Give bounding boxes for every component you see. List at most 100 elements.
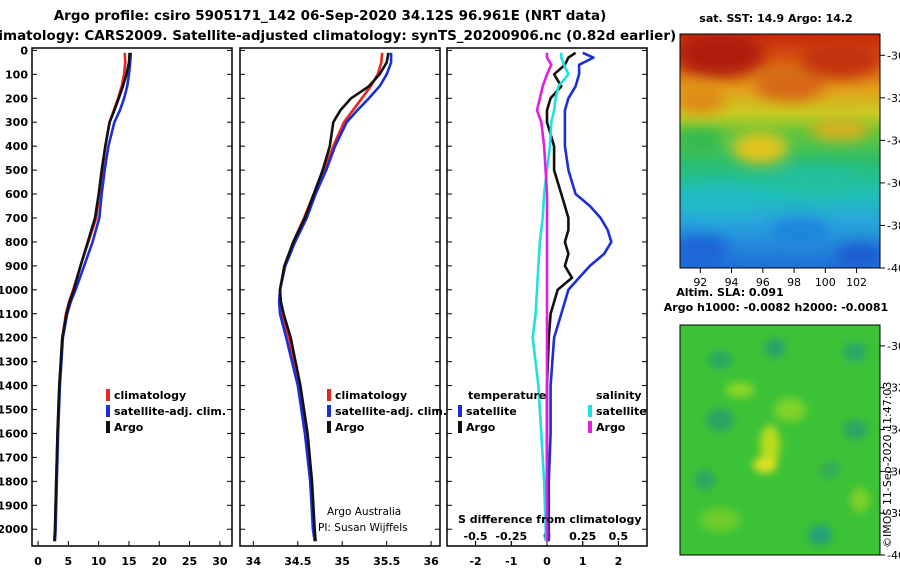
figure-title-line2: Climatology: CARS2009. Satellite-adjuste… bbox=[0, 28, 676, 44]
lon-tick-label: 100 bbox=[815, 276, 836, 289]
series-line-argo bbox=[278, 52, 390, 542]
sla-map-title: Altim. SLA: 0.091 bbox=[676, 286, 783, 299]
s-difference-label: S difference from climatology bbox=[458, 513, 642, 526]
depth-tick-label: 900 bbox=[5, 260, 28, 273]
lat-tick-label: -40 bbox=[887, 549, 900, 562]
legend-label-temp-satellite: satellite bbox=[466, 405, 517, 418]
series-line-temperature-satellite bbox=[547, 51, 613, 542]
legend-swatch-argo bbox=[106, 421, 110, 433]
legend-swatch-satellite-adj bbox=[106, 405, 110, 417]
legend-swatch-climatology bbox=[106, 389, 110, 401]
depth-tick-label: 1400 bbox=[0, 380, 28, 393]
depth-tick-label: 1200 bbox=[0, 332, 28, 345]
depth-axis: 0 100 200 300 400 500 600 700 800 900 1000 1100 1200… bbox=[0, 44, 647, 536]
lon-tick-label: 98 bbox=[787, 276, 801, 289]
x-tick-label: 36 bbox=[423, 555, 439, 568]
lon-tick-label: 94 bbox=[725, 276, 739, 289]
depth-tick-label: 1300 bbox=[0, 356, 28, 369]
series-line-salinity-argo bbox=[535, 52, 553, 542]
temperature-legend: climatology satellite-adj. clim. Argo bbox=[106, 389, 226, 434]
argo-australia-note: Argo Australia bbox=[327, 506, 401, 518]
depth-tick-label: 1100 bbox=[0, 308, 28, 321]
sst-longitude-axis: 92 94 96 98 100 102 bbox=[693, 268, 867, 289]
depth-tick-label: 1800 bbox=[0, 475, 28, 488]
depth-tick-label: 1900 bbox=[0, 499, 28, 512]
legend-swatch-argo bbox=[327, 421, 331, 433]
depth-tick-label: 800 bbox=[5, 236, 28, 249]
sla-map-image bbox=[680, 325, 880, 555]
depth-tick-label: 100 bbox=[5, 68, 28, 81]
lat-tick-label: -34 bbox=[887, 424, 900, 437]
x-tick-label: 0.5 bbox=[609, 530, 629, 543]
x-tick-label: 15 bbox=[121, 555, 136, 568]
x-tick-label: 10 bbox=[91, 555, 107, 568]
depth-tick-label: 0 bbox=[20, 44, 28, 57]
sst-map-image bbox=[680, 34, 880, 268]
sst-map-frame bbox=[679, 33, 881, 269]
lat-tick-label: -36 bbox=[887, 177, 900, 190]
depth-tick-label: 400 bbox=[5, 140, 28, 153]
difference-series-group bbox=[531, 51, 613, 542]
legend-swatch-climatology bbox=[327, 389, 331, 401]
series-line-satellite-adj-clim- bbox=[53, 52, 133, 542]
temperature-panel-frame bbox=[31, 47, 233, 547]
salinity-panel-frame bbox=[239, 47, 441, 547]
lat-tick-label: -38 bbox=[887, 219, 900, 232]
x-tick-label: 20 bbox=[152, 555, 168, 568]
legend-swatch-temp-satellite bbox=[458, 405, 462, 417]
legend-swatch-temp-argo bbox=[458, 421, 462, 433]
legend-swatch-sal-satellite bbox=[588, 405, 592, 417]
lon-tick-label: 96 bbox=[756, 276, 770, 289]
lat-tick-label: -30 bbox=[887, 49, 900, 62]
depth-tick-label: 200 bbox=[5, 92, 28, 105]
depth-tick-label: 1500 bbox=[0, 404, 28, 417]
temperature-x-axis: 0 5 10 15 20 25 30 bbox=[34, 541, 228, 568]
legend-header-salinity: salinity bbox=[596, 389, 642, 402]
lat-tick-label: -40 bbox=[887, 262, 900, 275]
difference-legend: temperature salinity satellite Argo sate… bbox=[458, 389, 647, 434]
lat-tick-label: -34 bbox=[887, 134, 900, 147]
x-tick-label: 0 bbox=[34, 555, 42, 568]
temperature-series-group bbox=[53, 52, 133, 542]
x-tick-label: 5 bbox=[65, 555, 73, 568]
legend-label-sal-argo: Argo bbox=[596, 421, 626, 434]
legend-label-satellite-adj: satellite-adj. clim. bbox=[114, 405, 226, 418]
depth-tick-label: 1000 bbox=[0, 284, 28, 297]
depth-tick-label: 600 bbox=[5, 188, 28, 201]
x-tick-label: 34.5 bbox=[284, 555, 311, 568]
lat-tick-label: -32 bbox=[887, 382, 900, 395]
sst-map-title: sat. SST: 14.9 Argo: 14.2 bbox=[699, 12, 852, 25]
x-tick-label: 2 bbox=[615, 555, 623, 568]
depth-tick-label: 2000 bbox=[0, 523, 28, 536]
x-tick-label: -0.25 bbox=[495, 530, 527, 543]
x-tick-label: -1 bbox=[505, 555, 517, 568]
x-tick-label: 35 bbox=[335, 555, 350, 568]
legend-swatch-satellite-adj bbox=[327, 405, 331, 417]
legend-label-temp-argo: Argo bbox=[466, 421, 496, 434]
lon-tick-label: 102 bbox=[846, 276, 867, 289]
depth-tick-label: 300 bbox=[5, 116, 28, 129]
lat-tick-label: -36 bbox=[887, 465, 900, 478]
imos-timestamp: ©IMOS 11-Sep-2020 11:47:03 bbox=[881, 382, 894, 548]
figure-title-line1: Argo profile: csiro 5905171_142 06-Sep-2… bbox=[54, 8, 607, 24]
depth-tick-label: 1600 bbox=[0, 427, 28, 440]
sla-latitude-axis: -30 -32 -34 -36 -38 -40 bbox=[880, 340, 900, 562]
series-line-salinity-satellite bbox=[531, 52, 570, 542]
legend-label-sal-satellite: satellite bbox=[596, 405, 647, 418]
legend-swatch-sal-argo bbox=[588, 421, 592, 433]
sst-latitude-axis: -30 -32 -34 -36 -38 -40 bbox=[880, 49, 900, 275]
legend-header-temperature: temperature bbox=[468, 389, 546, 402]
salinity-legend: climatology satellite-adj. clim. Argo bbox=[327, 389, 447, 434]
salinity-x-axis: 34 34.5 35 35.5 36 bbox=[246, 541, 439, 568]
legend-label-climatology: climatology bbox=[114, 389, 186, 402]
x-tick-label: 0 bbox=[543, 555, 551, 568]
legend-label-argo: Argo bbox=[335, 421, 365, 434]
lat-tick-label: -32 bbox=[887, 92, 900, 105]
lat-tick-label: -38 bbox=[887, 507, 900, 520]
x-tick-label: 34 bbox=[246, 555, 262, 568]
legend-label-argo: Argo bbox=[114, 421, 144, 434]
x-tick-label: 1 bbox=[579, 555, 587, 568]
legend-label-satellite-adj: satellite-adj. clim. bbox=[335, 405, 447, 418]
lat-tick-label: -30 bbox=[887, 340, 900, 353]
